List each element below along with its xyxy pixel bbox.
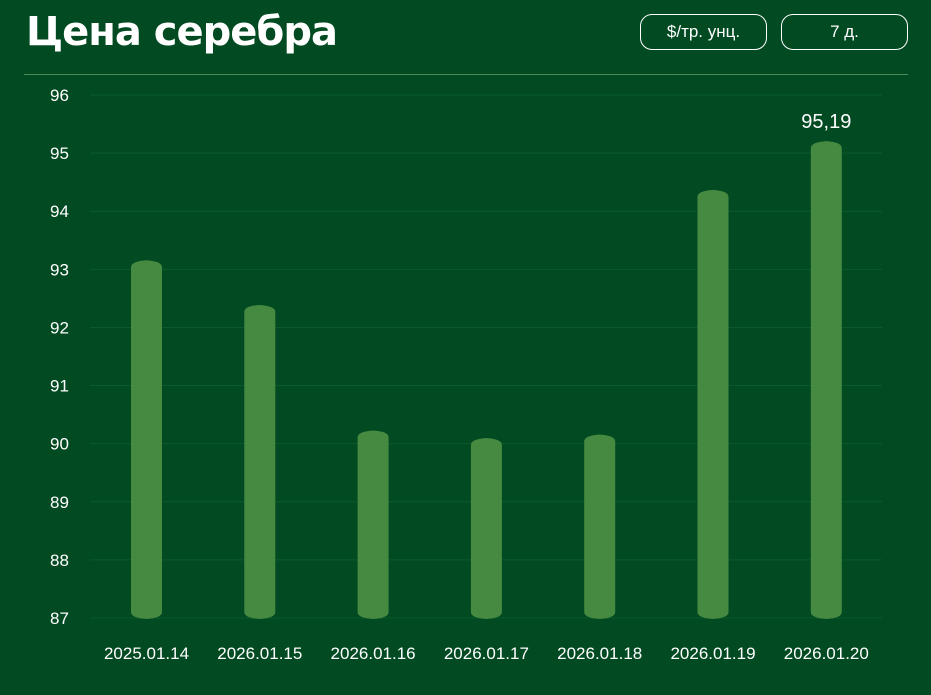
y-tick-label: 88 [50,551,69,570]
x-tick-label: 2025.01.14 [104,644,189,663]
y-tick-label: 94 [50,202,69,221]
x-tick-label: 2026.01.20 [784,644,869,663]
period-selector-button[interactable]: 7 д. [781,14,908,50]
header-divider [24,74,908,75]
y-axis-ticks: 87 88 89 90 91 92 93 94 95 96 [50,86,69,628]
unit-selector-button[interactable]: $/тр. унц. [640,14,767,50]
x-tick-label: 2026.01.15 [217,644,302,663]
data-labels: 95,19 [801,111,851,133]
bars [131,141,842,619]
x-axis-ticks: 2025.01.14 2026.01.15 2026.01.16 2026.01.17… [104,644,869,663]
bar-2026.01.17 [470,438,502,619]
page-title: Цена серебра [26,9,338,55]
x-tick-label: 2026.01.17 [444,644,529,663]
bar-2026.01.20 [810,141,842,619]
bar-2026.01.18 [584,434,616,619]
y-tick-label: 95 [50,144,69,163]
y-tick-label: 91 [50,377,69,396]
x-tick-label: 2026.01.19 [670,644,755,663]
bar-2026.01.19 [697,189,729,619]
data-label: 95,19 [801,111,851,133]
bar-2026.01.16 [357,430,389,619]
bar-2025.01.14 [131,260,162,619]
x-tick-label: 2026.01.18 [557,644,642,663]
y-tick-label: 89 [50,493,69,512]
y-tick-label: 90 [50,435,69,454]
bar-2026.01.15 [244,304,276,619]
y-tick-label: 87 [50,609,69,628]
x-tick-label: 2026.01.16 [331,644,416,663]
y-tick-label: 96 [50,86,69,105]
y-tick-label: 92 [50,318,69,337]
y-tick-label: 93 [50,260,69,279]
